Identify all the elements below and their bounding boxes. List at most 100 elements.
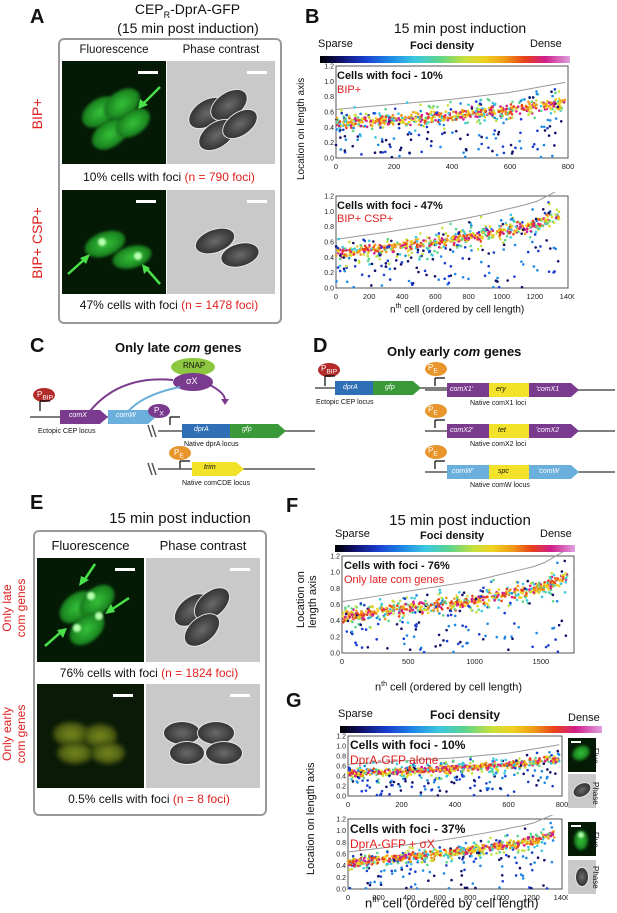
px-label: PX <box>154 406 164 418</box>
data-point <box>342 128 345 132</box>
data-point <box>462 861 466 864</box>
data-point <box>421 611 424 614</box>
data-point <box>409 114 413 117</box>
data-point <box>520 841 524 845</box>
data-point <box>415 769 419 773</box>
data-point <box>420 765 423 769</box>
data-point <box>368 246 371 249</box>
data-point <box>483 228 486 232</box>
data-point <box>345 254 348 258</box>
data-point <box>466 765 469 769</box>
data-point <box>491 770 494 774</box>
data-point <box>434 605 438 608</box>
data-point <box>470 107 474 110</box>
data-point <box>379 883 383 886</box>
data-point <box>426 606 430 609</box>
data-point <box>519 117 523 121</box>
data-point <box>365 246 368 250</box>
data-point <box>551 581 554 585</box>
data-point <box>524 761 527 764</box>
data-point <box>356 116 360 119</box>
data-point <box>440 607 444 611</box>
data-point <box>390 779 393 783</box>
data-point <box>334 143 338 147</box>
data-point <box>365 866 369 869</box>
data-point <box>474 886 477 890</box>
panel-e-phase-image-1 <box>146 558 260 662</box>
data-point <box>515 598 519 602</box>
data-point <box>393 242 396 246</box>
data-point <box>348 773 352 777</box>
ery-label: ery <box>496 386 506 393</box>
data-point <box>384 115 388 119</box>
data-point <box>350 118 354 122</box>
data-point <box>337 250 340 253</box>
panel-f-letter: F <box>286 495 299 517</box>
data-point <box>404 254 407 258</box>
data-point <box>413 761 416 765</box>
data-point <box>523 766 527 769</box>
panel-b-sparse: Sparse <box>318 38 353 50</box>
data-point <box>348 771 352 775</box>
data-point <box>437 241 441 245</box>
data-point <box>348 116 351 120</box>
data-point <box>514 146 517 150</box>
trim-label: trim <box>204 464 216 471</box>
data-point <box>353 862 356 866</box>
data-point <box>494 767 498 771</box>
y-tick-label: 0.4 <box>336 774 346 781</box>
data-point <box>405 886 408 890</box>
data-point <box>458 778 461 781</box>
data-point <box>379 875 383 878</box>
data-point <box>415 622 418 626</box>
data-point <box>469 852 473 855</box>
data-point <box>407 120 411 124</box>
label-line: com genes <box>14 578 28 638</box>
data-point <box>525 753 529 757</box>
data-point <box>452 849 456 853</box>
data-point <box>535 92 539 96</box>
data-point <box>397 116 400 120</box>
data-point <box>356 138 359 142</box>
data-point <box>437 776 441 780</box>
data-point <box>557 97 561 100</box>
data-point <box>519 99 523 103</box>
data-point <box>519 591 523 594</box>
data-point <box>433 778 437 782</box>
data-point <box>374 249 377 253</box>
pe-label: PE <box>174 448 184 460</box>
data-point <box>504 590 508 594</box>
data-point <box>487 763 491 767</box>
x-tick-label: 600 <box>504 162 517 171</box>
data-point <box>486 622 489 626</box>
data-point <box>538 757 541 761</box>
data-point <box>525 227 529 231</box>
data-point <box>408 770 412 774</box>
data-point <box>467 277 470 281</box>
data-point <box>545 756 548 759</box>
data-point <box>355 609 358 613</box>
data-point <box>539 760 543 763</box>
data-point <box>546 215 549 218</box>
data-point <box>373 770 376 774</box>
panel-f-plot-title: Cells with foci - 76% <box>344 560 450 572</box>
data-point <box>454 110 458 114</box>
data-point <box>413 771 417 775</box>
data-point <box>539 104 543 108</box>
data-point <box>343 606 347 610</box>
data-point <box>495 153 499 157</box>
x-tick-label: 600 <box>433 893 446 902</box>
data-point <box>428 870 432 874</box>
data-point <box>513 773 516 777</box>
x-tick-label: 1000 <box>493 292 510 301</box>
data-point <box>513 588 516 591</box>
data-point <box>516 845 519 849</box>
data-point <box>487 252 491 255</box>
data-point <box>395 243 399 246</box>
data-point <box>384 150 387 154</box>
data-point <box>542 755 546 759</box>
data-point <box>361 247 365 251</box>
x-tick-label: 800 <box>562 162 574 171</box>
data-point <box>447 856 450 859</box>
data-point <box>418 848 421 852</box>
